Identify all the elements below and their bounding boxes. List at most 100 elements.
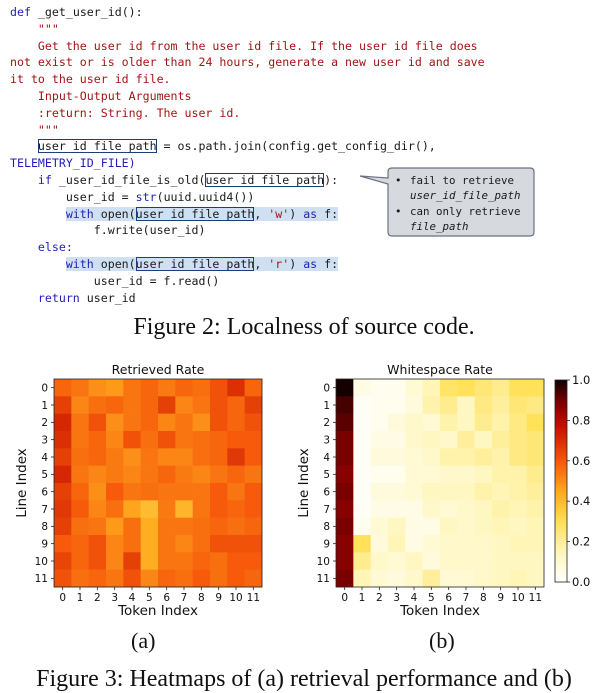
heatmap-cell [457,535,475,553]
heatmap-cell [140,517,159,536]
colorbar-segment [555,475,567,479]
colorbar-segment [555,468,567,472]
heatmap-cell [509,396,527,414]
heatmap-cell [336,465,354,484]
heatmap-cell [405,413,423,432]
heatmap-cell [388,465,406,484]
heatmap-cell [370,413,389,432]
heatmap-cell [140,448,159,466]
heatmap-cell [336,483,354,501]
heatmap-cell [106,413,124,432]
heatmap-cell [140,431,159,449]
heatmap-cell [422,379,441,397]
heatmap-cell [71,500,89,518]
heatmap-cell [336,379,354,397]
heatmap-cell [336,500,354,518]
code-line: f.write(user_id) [94,222,206,239]
heatmap-cell [88,448,107,466]
chart-title: Whitespace Rate [387,362,493,377]
heatmap-cell [492,448,510,466]
heatmap-cell [422,465,441,484]
colorbar-segment [555,503,567,507]
heatmap-cell [158,535,176,553]
x-tick-label: 5 [428,592,435,604]
heatmap-cell [526,517,545,536]
colorbar-segment [555,453,567,457]
code-token: if [37,173,52,187]
heatmap-cell [88,379,107,397]
colorbar-segment [555,473,567,477]
heatmap-cell [422,431,441,449]
heatmap-cell [210,500,228,518]
colorbar-tick-label: 0.0 [572,575,590,589]
heatmap-cell [244,465,263,484]
heatmap-cell [227,413,245,432]
heatmap-cell [422,396,441,414]
heatmap-cell [353,379,371,397]
heatmap-cell [54,465,72,484]
heatmap-cell [474,448,493,466]
heatmap-cell [140,569,159,588]
heatmap-cell [405,483,423,501]
colorbar-segment [555,544,567,548]
callout-line: user_id_file_path [410,189,521,202]
heatmap-cell [123,552,141,570]
y-tick-label: 1 [41,400,48,412]
colorbar-segment [555,463,567,467]
colorbar-segment [555,576,567,580]
heatmap-cell [388,517,406,536]
heatmap-cell [54,552,72,570]
heatmap-cell [158,465,176,484]
colorbar-segment [555,412,567,416]
code-token: _get_user_id(): [30,5,143,19]
heatmap-cell [509,431,527,449]
colorbar-segment [555,430,567,434]
heatmap-cell [492,517,510,536]
y-tick-label: 2 [41,417,48,429]
heatmap-cell [370,448,389,466]
heatmap-cell [440,379,458,397]
x-tick-label: 0 [341,592,348,604]
heatmap-cell [353,517,371,536]
colorbar-segment [555,400,567,404]
heatmap-cell [123,465,141,484]
code-line: with open(user_id_file_path, 'w') as f: [65,206,339,223]
subfigure-label-b: (b) [429,628,455,653]
heatmap-cell [192,379,211,397]
y-tick-label: 6 [41,486,48,498]
heatmap-cell [474,500,493,518]
heatmap-cell [244,413,263,432]
heatmap-cell [474,465,493,484]
heatmap-cell [336,448,354,466]
heatmap-cell [474,396,493,414]
heatmap-cell [123,379,141,397]
code-line: Input-Output Arguments [38,88,192,105]
heatmap-cell [405,431,423,449]
heatmap-cell [158,379,176,397]
y-tick-label: 4 [323,452,330,464]
heatmap-cell [54,535,72,553]
colorbar-segment [555,460,567,464]
heatmap-cell [388,500,406,518]
x-tick-label: 8 [198,592,205,604]
y-tick-label: 10 [317,556,330,568]
heatmap-cell [509,413,527,432]
code-token: :return: String. The user id. [37,105,241,120]
colorbar-segment [555,405,567,409]
heatmap-cell [509,448,527,466]
heatmap-cell [88,483,107,501]
colorbar-segment [555,435,567,439]
colorbar-segment [555,554,567,558]
heatmap-cell [422,448,441,466]
heatmap-cell [440,465,458,484]
colorbar-segment [555,498,567,502]
colorbar-segment [555,579,567,583]
code-token: ) [289,257,304,271]
colorbar-segment [555,450,567,454]
heatmap-cell [353,500,371,518]
colorbar-segment [555,511,567,515]
heatmap-cell [526,552,545,570]
heatmap-cell [54,483,72,501]
heatmap-cell [71,552,89,570]
x-axis-label: Token Index [117,603,198,619]
